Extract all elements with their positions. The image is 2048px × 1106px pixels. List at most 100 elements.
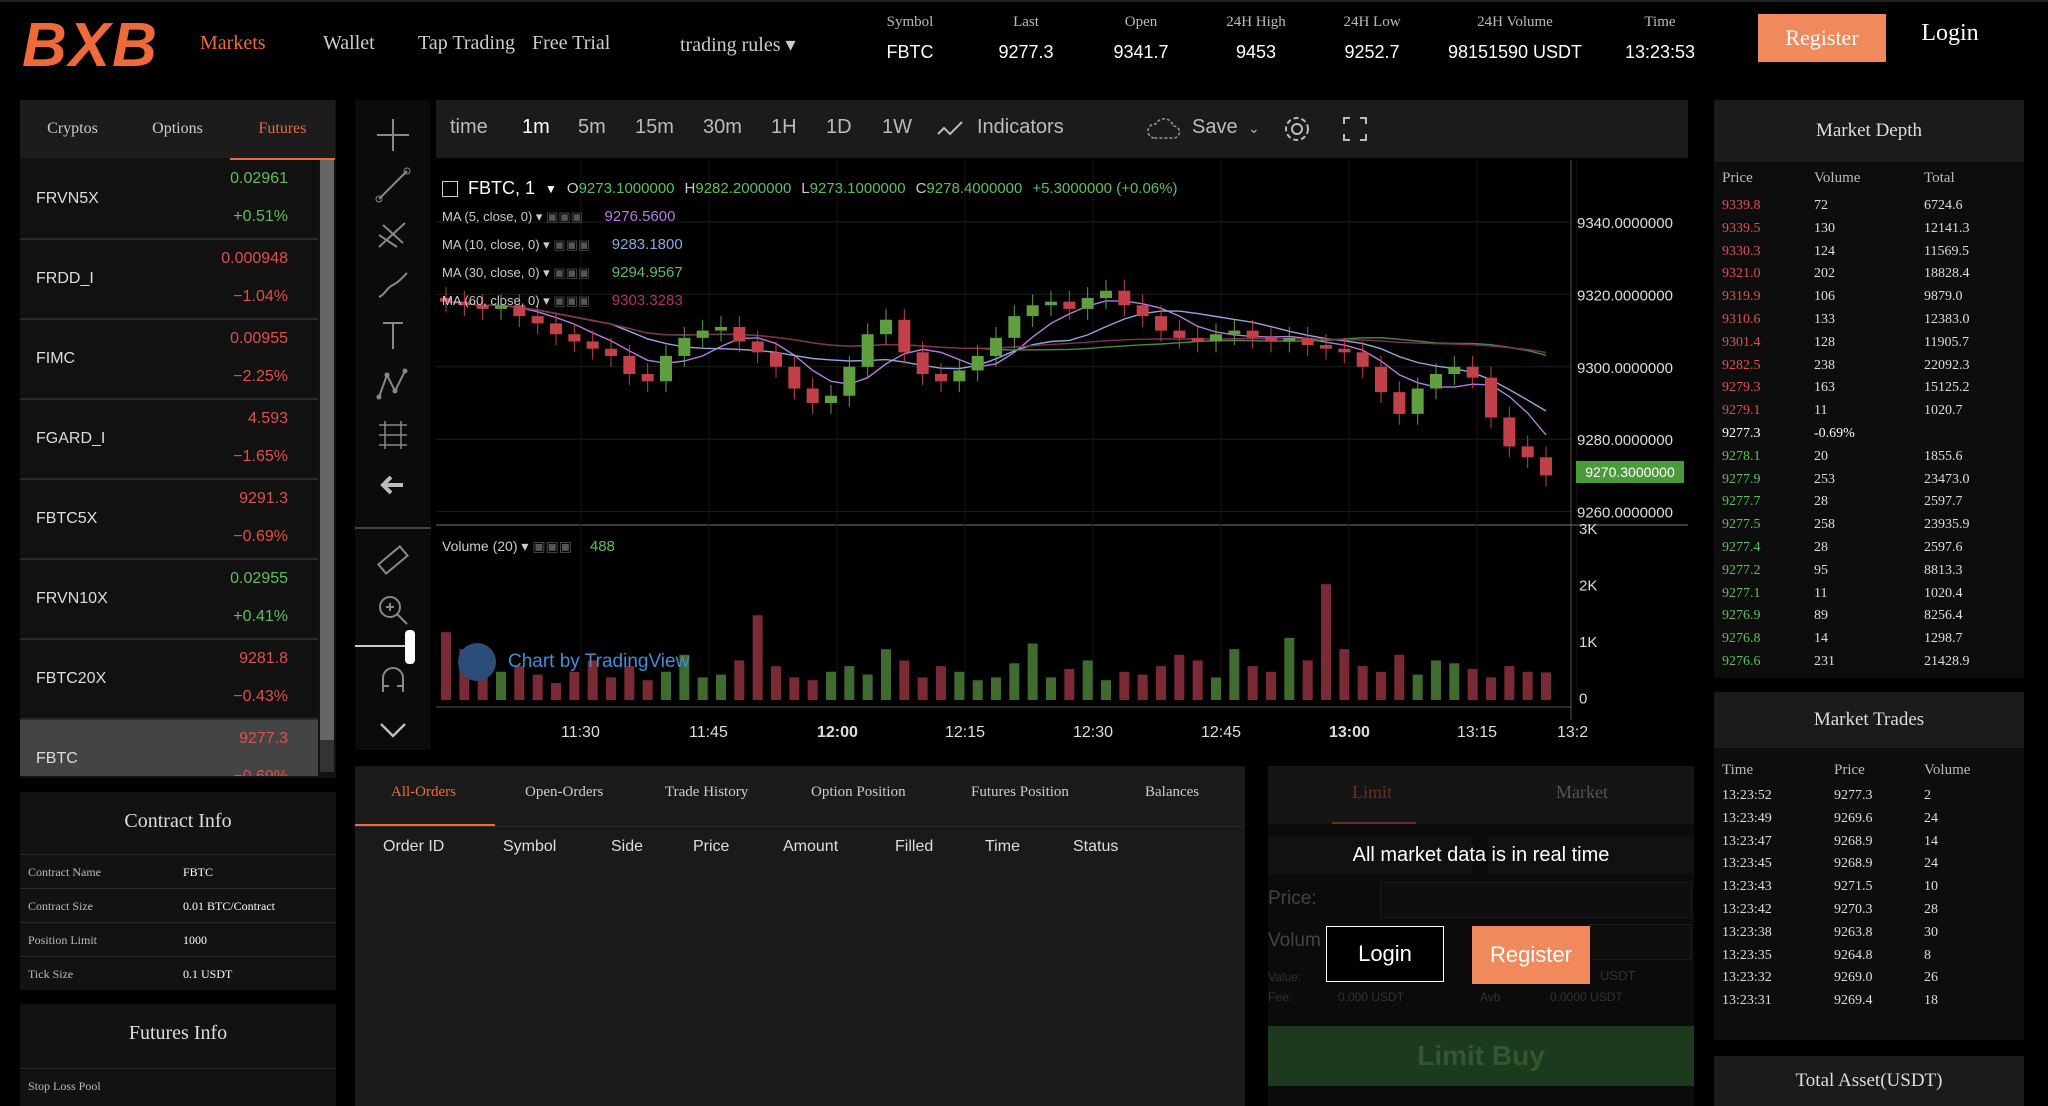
ma10-label[interactable]: MA (10, close, 0) (442, 237, 540, 252)
interval-1D[interactable]: 1D (826, 116, 852, 138)
volume-bar (1009, 663, 1020, 700)
candle-body (1466, 366, 1479, 378)
ticker-low: 9252.7 (1344, 42, 1400, 62)
volume-input[interactable] (1588, 924, 1692, 960)
candle-body (953, 370, 966, 382)
indicators-icon[interactable] (936, 118, 964, 145)
depth-cell: 9277.2 (1722, 562, 1761, 578)
volume-bar (1284, 637, 1295, 700)
price-chart[interactable]: 9340.0000000 9320.0000000 9300.0000000 9280… (436, 160, 1688, 750)
interval-15m[interactable]: 15m (635, 116, 674, 138)
legend-symbol[interactable]: FBTC, 1 (468, 178, 536, 198)
fullscreen-icon[interactable] (1340, 114, 1370, 149)
form-login-button[interactable]: Login (1326, 926, 1444, 982)
pattern-tool-icon[interactable] (373, 365, 413, 405)
magnet-icon[interactable] (373, 660, 413, 700)
interval-5m[interactable]: 5m (578, 116, 606, 138)
legend-symbol-chevron-icon[interactable]: ▼ (545, 181, 557, 196)
nav-wallet[interactable]: Wallet (323, 32, 375, 54)
volume-label[interactable]: Volume (20) (442, 538, 518, 554)
realtime-notice: All market data is in real time (1352, 844, 1610, 866)
depth-col-volume: Volume (1814, 170, 1861, 186)
tool-slider-track[interactable] (355, 645, 411, 647)
tool-slider-handle[interactable] (405, 630, 415, 664)
interval-1m[interactable]: 1m (522, 116, 550, 138)
login-button[interactable]: Login (1921, 20, 1979, 46)
collapse-icon[interactable] (442, 180, 458, 197)
avb-label: Avb (1480, 990, 1501, 1004)
chevron-down-icon[interactable] (373, 710, 413, 750)
brush-icon[interactable] (373, 265, 413, 305)
candle-body (1228, 330, 1241, 335)
orders-tab[interactable]: Futures Position (971, 784, 1069, 800)
nav-free-trial[interactable]: Free Trial (532, 32, 611, 54)
settings-gear-icon[interactable] (1282, 114, 1312, 149)
instrument-row[interactable]: FBTC 9277.3 −0.69% (20, 720, 318, 776)
list-scrollbar-thumb[interactable] (320, 160, 334, 740)
zoom-in-icon[interactable] (373, 590, 413, 630)
text-tool-icon[interactable] (373, 315, 413, 355)
nav-trading-rules[interactable]: trading rules ▾ (680, 34, 796, 56)
form-register-button[interactable]: Register (1472, 926, 1590, 984)
interval-1H[interactable]: 1H (771, 116, 797, 138)
tab-options[interactable]: Options (125, 100, 230, 158)
interval-1W[interactable]: 1W (882, 116, 912, 138)
instrument-row[interactable]: FRVN5X 0.02961 +0.51% (20, 160, 318, 240)
orders-tab[interactable]: Option Position (811, 784, 906, 800)
instrument-row[interactable]: FGARD_I 4.593 −1.65% (20, 400, 318, 480)
chart-canvas[interactable]: 9340.0000000 9320.0000000 9300.0000000 9280… (436, 160, 1688, 750)
fib-tool-icon[interactable] (373, 215, 413, 255)
ohlc-legend: FBTC, 1 ▼ O9273.1000000 H9282.2000000 L9… (442, 178, 1177, 199)
orders-tab[interactable]: All-Orders (391, 784, 456, 800)
nav-markets[interactable]: Markets (200, 32, 266, 54)
volume-bar (716, 674, 726, 700)
volume-bar (1082, 660, 1093, 700)
candle-body (1026, 305, 1039, 317)
depth-cell: 9879.0 (1924, 289, 1963, 305)
instrument-row[interactable]: FBTC20X 9281.8 −0.43% (20, 640, 318, 720)
orders-tab[interactable]: Open-Orders (525, 784, 604, 800)
ticker-symbol: FBTC (886, 42, 934, 62)
candle-body (1411, 388, 1424, 414)
orders-tab[interactable]: Trade History (665, 784, 749, 800)
trend-line-icon[interactable] (373, 165, 413, 205)
volume-bar (1101, 680, 1111, 700)
back-arrow-icon[interactable] (373, 465, 413, 505)
nav-tap-trading[interactable]: Tap Trading (418, 32, 515, 54)
interval-time[interactable]: time (450, 116, 488, 138)
orders-tab[interactable]: Balances (1145, 784, 1200, 800)
instrument-symbol: FRVN10X (36, 590, 108, 607)
indicators-button[interactable]: Indicators (977, 116, 1064, 138)
interval-30m[interactable]: 30m (703, 116, 742, 138)
brand-logo[interactable]: BXB (22, 11, 159, 80)
futures-info-title: Futures Info (128, 1022, 228, 1044)
instrument-price: 0.000948 (221, 250, 288, 267)
prediction-tool-icon[interactable] (373, 415, 413, 455)
instrument-row[interactable]: FRVN10X 0.02955 +0.41% (20, 560, 318, 640)
candle-body (495, 305, 507, 309)
tab-futures[interactable]: Futures (230, 100, 335, 160)
tab-limit[interactable]: Limit (1352, 782, 1392, 802)
save-menu-chevron-icon[interactable]: ⌄ (1248, 120, 1260, 136)
depth-cell: 253 (1814, 471, 1835, 487)
instrument-row[interactable]: FBTC5X 9291.3 −0.69% (20, 480, 318, 560)
ma60-label[interactable]: MA (60, close, 0) (442, 293, 540, 308)
ruler-icon[interactable] (373, 540, 413, 580)
ma30-label[interactable]: MA (30, close, 0) (442, 265, 540, 280)
tab-market[interactable]: Market (1556, 782, 1608, 802)
contract-info-row: Position Limit 1000 (20, 922, 336, 956)
instrument-row[interactable]: FRDD_I 0.000948 −1.04% (20, 240, 318, 320)
instrument-row[interactable]: FIMC 0.00955 −2.25% (20, 320, 318, 400)
volume-bar (1119, 671, 1130, 700)
crosshair-icon[interactable] (373, 115, 413, 155)
save-button[interactable]: Save (1192, 116, 1238, 138)
volume-bar (1137, 674, 1148, 700)
tab-cryptos[interactable]: Cryptos (20, 100, 125, 158)
price-input[interactable] (1380, 882, 1692, 918)
candle-body (1485, 377, 1497, 418)
ma5-label[interactable]: MA (5, close, 0) (442, 209, 533, 224)
register-button[interactable]: Register (1758, 14, 1886, 62)
cloud-icon[interactable] (1146, 118, 1182, 147)
limit-buy-button[interactable]: Limit Buy (1268, 1026, 1694, 1086)
instrument-symbol: FGARD_I (36, 430, 106, 447)
